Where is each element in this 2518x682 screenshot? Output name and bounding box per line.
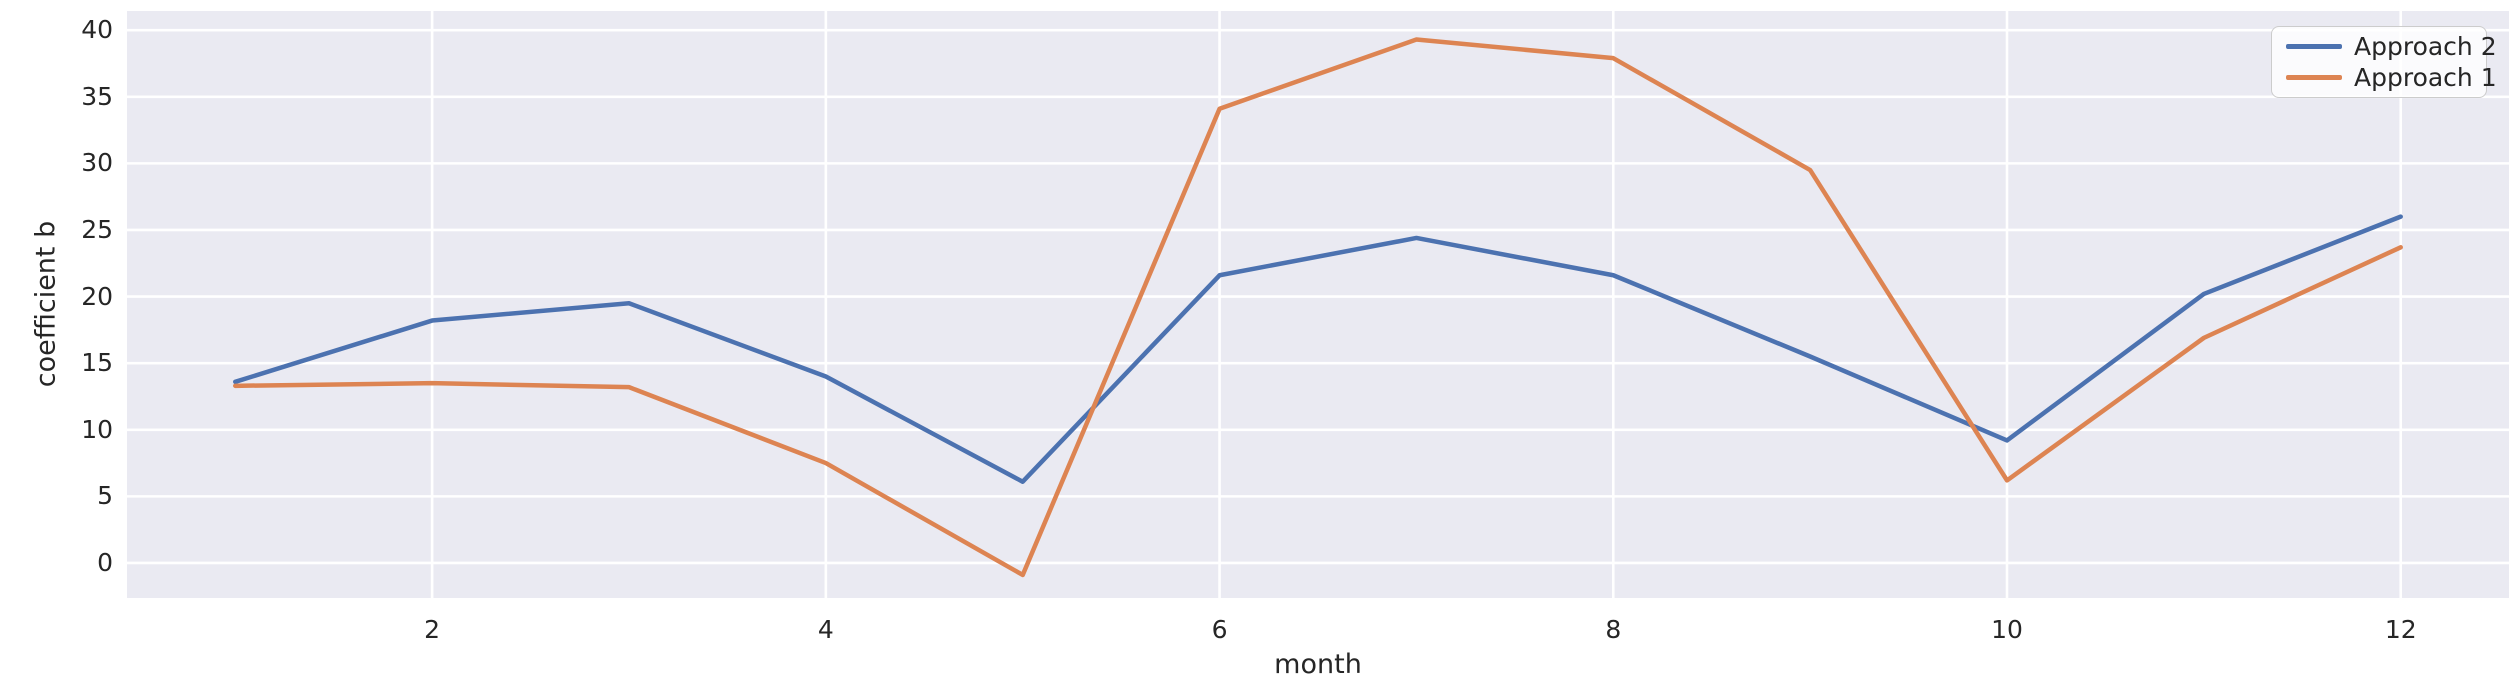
- legend-label: Approach 1: [2354, 63, 2497, 92]
- x-axis-title: month: [1274, 649, 1362, 680]
- y-tick-label-20: 20: [81, 281, 113, 311]
- legend-line-sample-orange: [2286, 75, 2342, 80]
- x-tick-label-4: 4: [817, 615, 834, 644]
- y-tick-label-30: 30: [81, 148, 113, 178]
- x-tick-label-6: 6: [1211, 615, 1228, 644]
- x-tick-label-10: 10: [1991, 615, 2023, 644]
- y-tick-label-10: 10: [81, 414, 113, 444]
- series-line-approach-1: [233, 37, 2403, 578]
- legend-item-approach-2: Approach 2: [2286, 32, 2497, 61]
- y-tick-label-0: 0: [97, 547, 113, 577]
- plot-background: [127, 11, 2509, 598]
- legend-label: Approach 2: [2354, 32, 2497, 61]
- y-tick-label-5: 5: [97, 481, 113, 511]
- legend-line-sample-blue: [2286, 44, 2342, 49]
- legend-item-approach-1: Approach 1: [2286, 63, 2497, 92]
- y-tick-label-35: 35: [81, 81, 113, 111]
- x-tick-label-2: 2: [424, 615, 441, 644]
- legend-box: Approach 2 Approach 1: [2271, 26, 2497, 98]
- y-tick-label-25: 25: [81, 214, 113, 244]
- y-tick-label-40: 40: [81, 15, 113, 45]
- series-line-approach-2: [233, 214, 2403, 484]
- x-tick-label-8: 8: [1605, 615, 1622, 644]
- y-axis-title: coefficient b: [30, 220, 62, 388]
- x-tick-label-12: 12: [2384, 615, 2417, 644]
- y-tick-label-15: 15: [81, 348, 113, 378]
